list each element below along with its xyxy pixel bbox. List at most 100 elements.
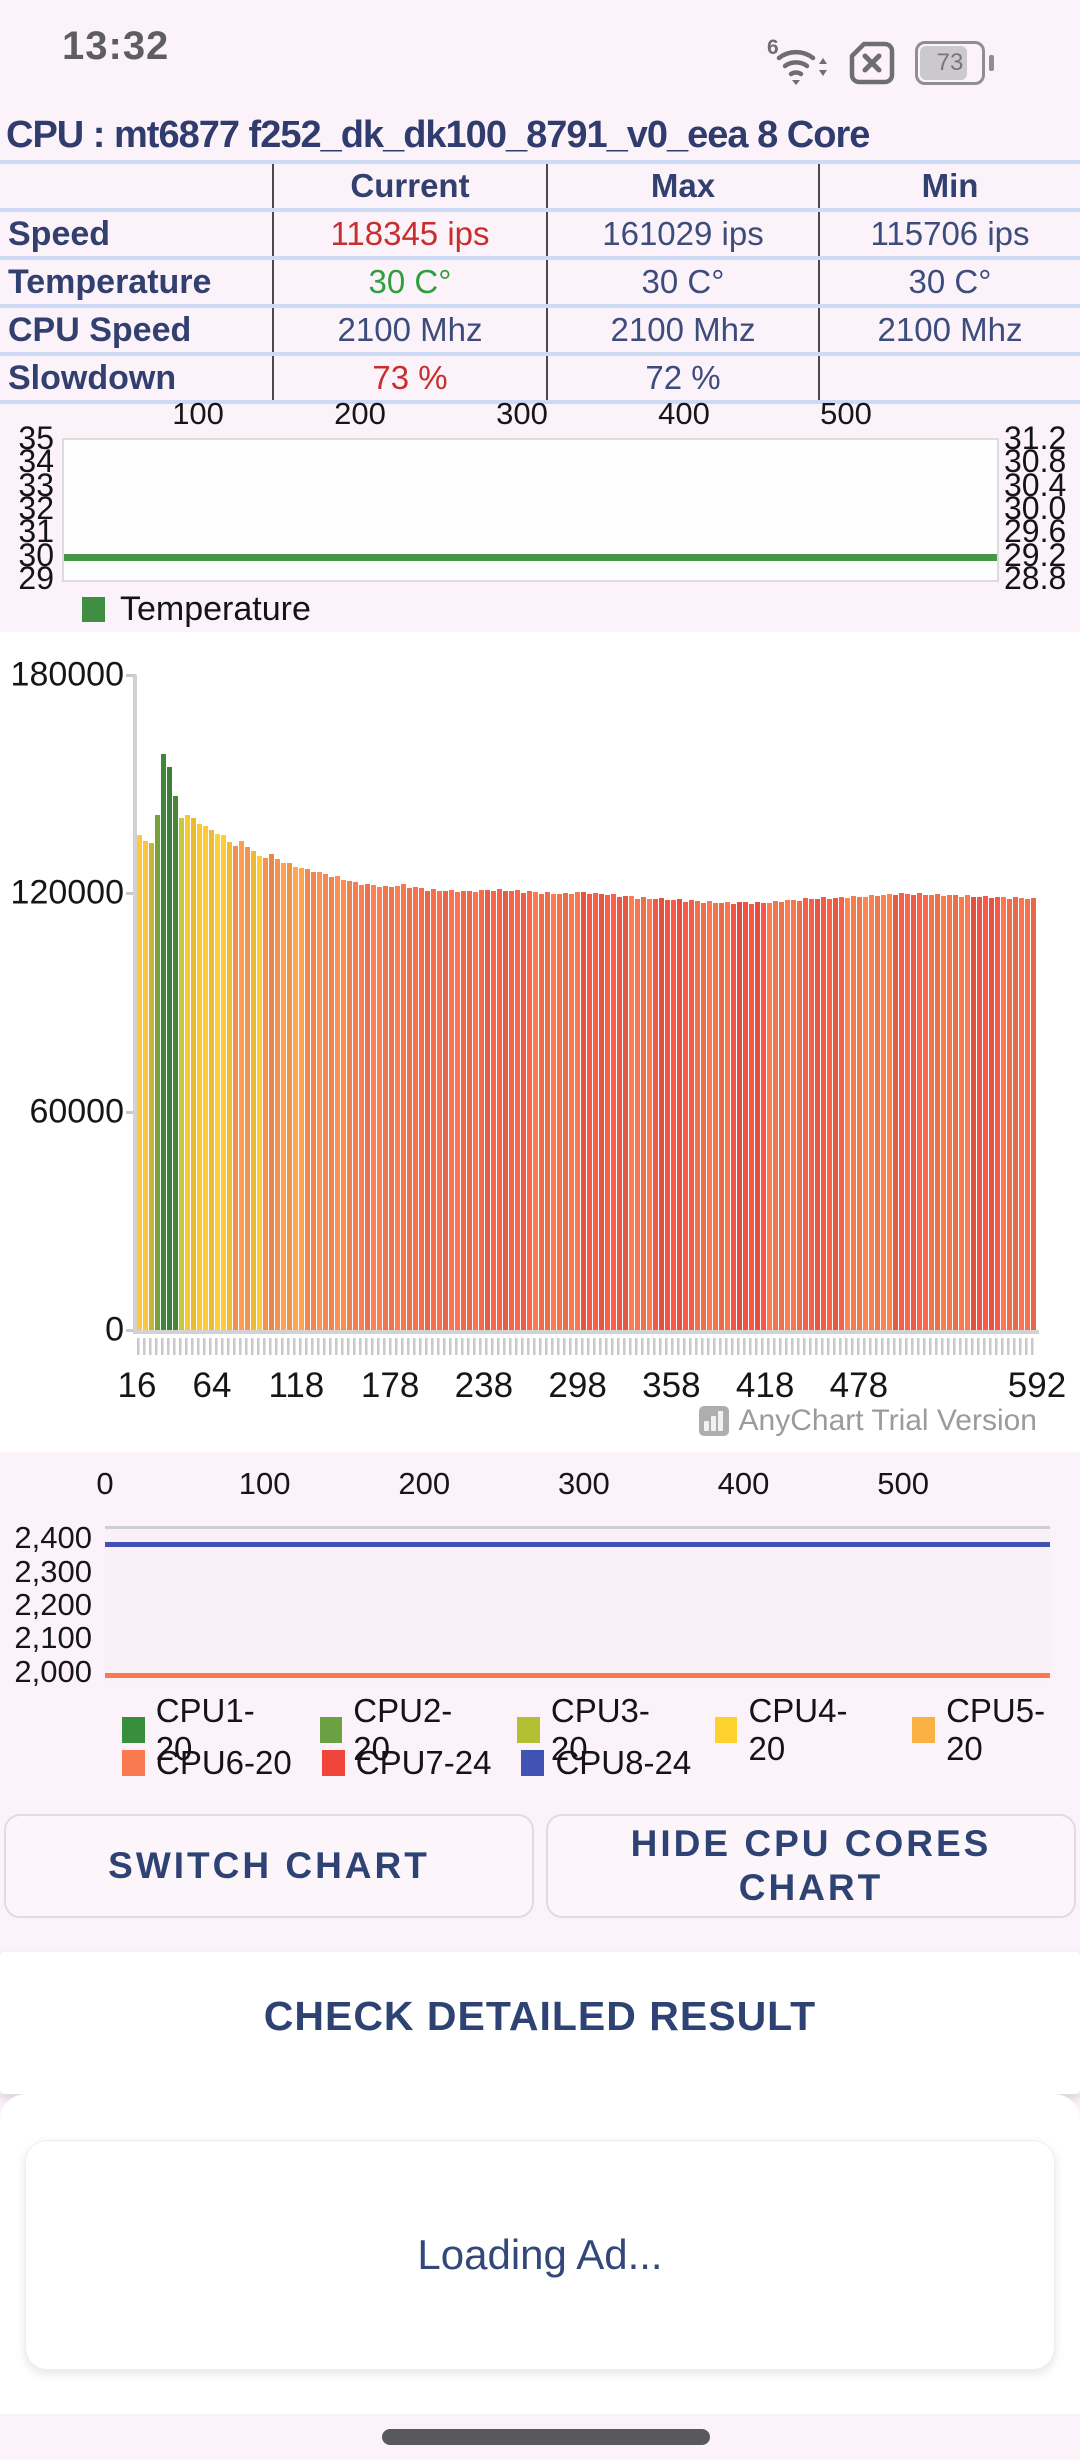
switch-chart-button[interactable]: SWITCH CHART (4, 1814, 534, 1918)
legend-item-CPU2-20[interactable]: CPU2-20 (319, 1692, 488, 1768)
speed-bar (191, 818, 197, 1330)
speed-bar (599, 894, 605, 1330)
speed-bar (329, 876, 335, 1330)
speed-bar (731, 903, 737, 1330)
y-tick-label-left: 30 (18, 536, 54, 573)
speed-bar (521, 892, 527, 1330)
hide-cpu-cores-chart-button[interactable]: HIDE CPU CORES CHART (546, 1814, 1076, 1918)
speed-bar (239, 840, 245, 1330)
speed-bar (233, 845, 239, 1330)
cell-slowdown-label: Slowdown (0, 356, 274, 400)
x-tick-label: 592 (1007, 1366, 1067, 1405)
x-tick-label: 478 (829, 1366, 889, 1405)
legend-swatch (714, 1717, 738, 1743)
cpu-cores-legend-row: CPU6-20 CPU7-24 CPU8-24 (122, 1744, 691, 1782)
speed-bar (335, 876, 341, 1330)
speed-bar (689, 900, 695, 1330)
x-tick-label: 64 (192, 1366, 232, 1405)
speed-bar (737, 901, 743, 1330)
speed-bar (857, 896, 863, 1330)
cell-temperature-current: 30 C° (274, 260, 548, 304)
x-tick-label: 300 (558, 1466, 610, 1501)
speed-bar (575, 892, 581, 1330)
x-tick-label: 200 (334, 396, 386, 431)
speed-bar (185, 815, 191, 1330)
cell-slowdown-current: 73 % (274, 356, 548, 400)
legend-label: CPU2-20 (353, 1692, 453, 1767)
cell-cpu-speed-label: CPU Speed (0, 308, 274, 352)
legend-item-CPU5-20[interactable]: CPU5-20 (912, 1692, 1080, 1768)
speed-bar (803, 898, 809, 1330)
speed-bar (815, 899, 821, 1330)
speed-bar (419, 888, 425, 1330)
speed-bar (413, 887, 419, 1330)
temperature-chart-x-axis: 100 200 300 400 500 (0, 396, 1080, 431)
x-tick-label: 178 (360, 1366, 420, 1405)
speed-bar (851, 896, 857, 1330)
speed-bar (947, 894, 953, 1330)
speed-bar (635, 898, 641, 1330)
speed-bar (773, 900, 779, 1330)
speed-bar (209, 829, 215, 1330)
speed-bar (437, 890, 443, 1330)
speed-bar (449, 889, 455, 1330)
speed-bar (629, 896, 635, 1330)
y-tick-label-left: 35 (18, 420, 54, 456)
speed-bar (293, 867, 299, 1330)
y-tick-label: 180000 (10, 655, 124, 694)
speed-bar (659, 897, 665, 1330)
y-tick-label-right: 31.2 (1004, 420, 1067, 456)
y-tick-label-right: 30.8 (1004, 443, 1067, 480)
speed-bar (1013, 896, 1019, 1330)
speed-bar (509, 890, 515, 1330)
legend-item-CPU1-20[interactable]: CPU1-20 (122, 1692, 290, 1768)
speed-bar (779, 902, 785, 1330)
cell-temperature-min: 30 C° (908, 263, 992, 300)
speed-bar (455, 892, 461, 1330)
check-detailed-result-button[interactable]: CHECK DETAILED RESULT (0, 1952, 1080, 2094)
temperature-legend[interactable]: Temperature (82, 590, 311, 629)
speed-bar (581, 892, 587, 1330)
x-tick-label: 400 (658, 396, 710, 431)
speed-bar (611, 893, 617, 1330)
speed-bar (593, 892, 599, 1330)
battery-percent: 73 (936, 49, 964, 76)
temperature-series-line (64, 553, 997, 561)
wifi-6-icon: 6 (767, 36, 829, 86)
y-tick-label-left: 31 (18, 513, 54, 550)
speed-bar (965, 895, 971, 1330)
speed-bar (707, 901, 713, 1330)
speed-bar (587, 894, 593, 1330)
speed-bar (287, 863, 293, 1330)
speed-bar (323, 874, 329, 1330)
legend-item-CPU4-20[interactable]: CPU4-20 (714, 1692, 883, 1768)
speed-bar (203, 825, 209, 1330)
speed-bar (935, 893, 941, 1330)
legend-item-CPU6-20[interactable]: CPU6-20 (122, 1744, 292, 1782)
speed-bar (149, 843, 155, 1330)
legend-swatch (321, 1750, 345, 1776)
speed-bar (173, 796, 179, 1330)
legend-item-CPU7-24[interactable]: CPU7-24 (321, 1744, 492, 1782)
legend-item-CPU3-20[interactable]: CPU3-20 (517, 1692, 685, 1768)
speed-chart-minor-ticks (137, 1338, 1037, 1355)
x-tick-label: 238 (454, 1366, 514, 1405)
speed-bar (227, 842, 233, 1330)
check-detailed-result-label: CHECK DETAILED RESULT (263, 1992, 817, 2039)
legend-item-CPU8-24[interactable]: CPU8-24 (521, 1744, 691, 1782)
speed-bar (269, 854, 275, 1330)
cell-cpu-speed-current: 2100 Mhz (274, 308, 548, 352)
speed-chart-axis-line (133, 1330, 1039, 1334)
legend-swatch (912, 1717, 936, 1743)
speed-bar (953, 895, 959, 1330)
legend-label: CPU7-24 (355, 1744, 492, 1781)
speed-bar (671, 899, 677, 1330)
no-sim-icon (849, 41, 895, 85)
home-indicator[interactable] (382, 2429, 710, 2445)
speed-bar (497, 888, 503, 1330)
x-tick-label: 100 (172, 396, 224, 431)
table-header-label (0, 164, 274, 208)
speed-bar (479, 889, 485, 1330)
x-tick-label: 300 (496, 396, 548, 431)
speed-bar (695, 901, 701, 1330)
